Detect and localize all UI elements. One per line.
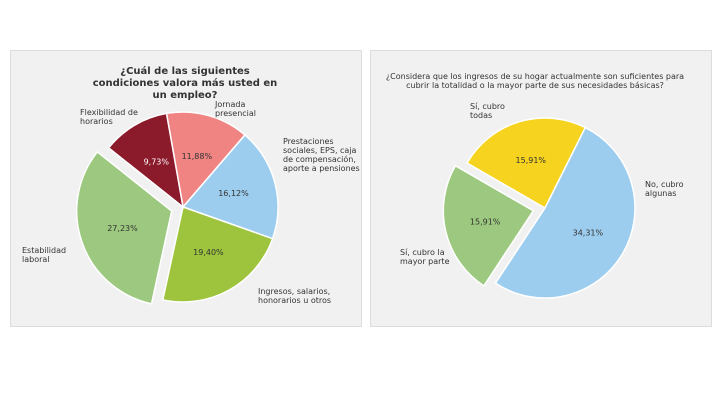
category-label: Ingresos, salarios, honorarios u otros (258, 287, 332, 305)
category-label: Estabilidad laboral (22, 246, 67, 264)
value-label: 16,12% (218, 189, 249, 198)
value-label: 19,40% (193, 248, 224, 257)
value-label: 27,23% (107, 224, 138, 233)
value-label: 34,31% (573, 228, 604, 237)
pie-slice (181, 133, 279, 240)
value-label: 15,91% (470, 218, 501, 227)
category-label: No, cubro algunas (645, 180, 684, 198)
value-label: 11,88% (182, 152, 213, 161)
category-label: Prestaciones sociales, EPS, caja de comp… (283, 137, 360, 173)
chart-title: ¿Considera que los ingresos de su hogar … (385, 72, 685, 90)
value-label: 9,73% (144, 158, 170, 167)
category-label: Sí, cubro la mayor parte (400, 248, 450, 266)
pie-slice (161, 206, 274, 303)
value-label: 15,91% (516, 156, 547, 165)
category-label: Jornada presencial (215, 100, 257, 118)
pie-slice (494, 126, 636, 299)
pie-slice (442, 164, 535, 287)
chart-title: ¿Cuál de las siguientes condiciones valo… (92, 66, 278, 101)
category-label: Sí, cubro todas (470, 102, 505, 120)
category-label: Flexibilidad de horarios (80, 108, 138, 126)
pie-slice (107, 112, 185, 209)
pie-slice (75, 150, 173, 305)
pie-slice (165, 111, 247, 209)
